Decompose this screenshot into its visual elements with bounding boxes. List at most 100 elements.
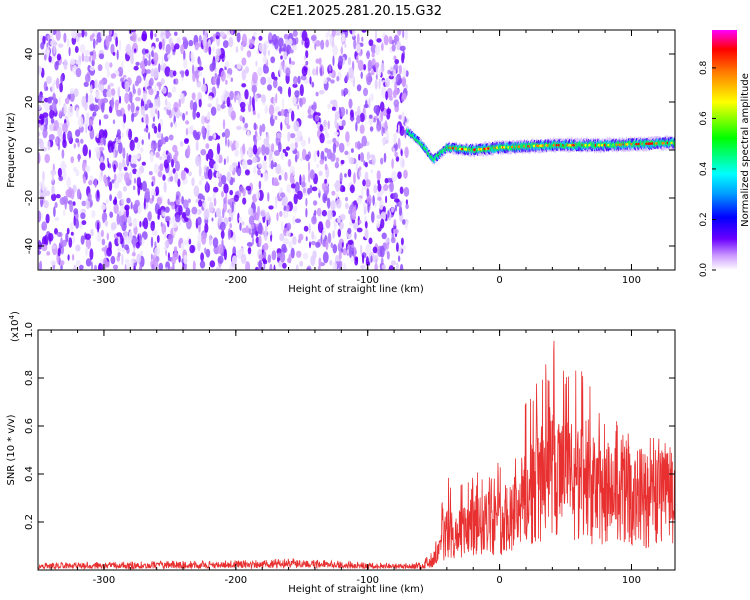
spectrogram-noise-cell xyxy=(92,111,97,117)
spectrogram-noise-cell xyxy=(99,80,104,85)
snr-ylabel: SNR (10 * v/v) xyxy=(6,414,17,485)
spectrogram-noise-cell xyxy=(153,163,159,174)
spectrogram-noise-cell xyxy=(75,67,82,78)
spectrogram-noise-cell xyxy=(241,57,247,66)
spectrogram-noise-cell xyxy=(113,180,120,189)
spectrogram-noise-cell xyxy=(61,149,65,159)
spectrogram-noise-cell xyxy=(305,197,308,207)
spectrogram-noise-cell xyxy=(264,224,268,234)
spectrogram-noise-cell xyxy=(64,97,70,105)
spectrogram-noise-cell xyxy=(326,148,332,160)
spectrogram-noise-cell xyxy=(341,242,344,248)
spectrogram-noise-cell xyxy=(204,223,209,234)
spectrogram-noise-cell xyxy=(73,215,76,226)
spectrogram-noise-cell xyxy=(247,149,251,157)
spectrogram-noise-cell xyxy=(253,166,257,174)
spectrogram-noise-cell xyxy=(401,92,407,100)
spectrogram-noise-cell xyxy=(154,142,158,149)
spectrogram-noise-cell xyxy=(100,169,103,178)
spectrogram-noise-cell xyxy=(90,105,93,111)
spectrogram-noise-cell xyxy=(271,250,277,261)
spectrogram-noise-cell xyxy=(257,222,263,235)
spectrogram-noise-cell xyxy=(90,228,94,237)
spectrogram-noise-cell xyxy=(227,198,234,203)
spectrogram-noise-cell xyxy=(185,168,189,174)
spectrogram-noise-cell xyxy=(283,43,287,52)
spectrogram-noise-cell xyxy=(159,163,164,172)
spectrogram-noise-cell xyxy=(178,205,183,216)
spectrogram-noise-cell xyxy=(301,30,308,42)
spectrogram-noise-cell xyxy=(123,113,127,124)
spectrogram-noise-cell xyxy=(94,178,98,188)
spectrogram-noise-cell xyxy=(50,169,57,176)
spectrogram-noise-cell xyxy=(355,43,361,54)
spectrogram-noise-cell xyxy=(320,39,325,50)
spectrogram-noise-cell xyxy=(223,183,229,194)
spectrogram-noise-cell xyxy=(372,195,375,206)
spectrogram-noise-cell xyxy=(75,59,79,65)
spectrogram-noise-cell xyxy=(255,94,258,103)
spectrogram-noise-cell xyxy=(89,66,95,72)
spectrogram-noise-cell xyxy=(212,46,215,52)
spectrogram-noise-cell xyxy=(56,53,62,61)
spectrogram-noise-cell xyxy=(190,51,195,60)
spectrogram-noise-cell xyxy=(397,124,400,135)
spectrogram-noise-cell xyxy=(222,208,225,219)
spectrogram-noise-cell xyxy=(329,259,333,266)
snr-series-line xyxy=(38,340,675,570)
spectrogram-noise-cell xyxy=(168,134,174,141)
spectrogram-noise-cell xyxy=(289,133,296,139)
snr-xlabel: Height of straight line (km) xyxy=(288,584,424,595)
spectrogram-noise-cell xyxy=(110,255,116,265)
spectrogram-noise-cell xyxy=(380,257,384,265)
spectrogram-noise-cell xyxy=(245,185,252,191)
spectrogram-noise-cell xyxy=(77,61,81,69)
spectrogram-noise-cell xyxy=(122,147,126,160)
spectrogram-noise-cell xyxy=(383,152,387,163)
spectrogram-noise-cell xyxy=(141,237,145,245)
spectrogram-noise-cell xyxy=(42,170,45,182)
spectrogram-noise-cell xyxy=(258,235,262,247)
snr-panel: -300 -200 -100 0 100 0.2 0.4 0.6 0.8 1.0 Height o… xyxy=(6,311,676,595)
spectrogram-noise-cell xyxy=(293,193,298,205)
spectrogram-noise-cell xyxy=(207,168,213,180)
spectrogram-noise-cell xyxy=(99,162,106,171)
spectrogram-noise-cell xyxy=(77,153,80,163)
spectrogram-noise-cell xyxy=(65,232,69,243)
spectrogram-noise-cell xyxy=(217,244,224,255)
spectrogram-noise-cell xyxy=(80,235,85,245)
spectrogram-noise-cell xyxy=(244,122,249,129)
spectrogram-noise-cell xyxy=(356,114,361,124)
spectrogram-noise-cell xyxy=(41,51,46,56)
spectrogram-noise-cell xyxy=(299,260,304,267)
spectrogram-noise-cell xyxy=(282,98,285,110)
spectrogram-noise-cell xyxy=(201,205,204,210)
spectrogram-noise-cell xyxy=(49,109,55,120)
spectrogram-noise-cell xyxy=(80,138,84,144)
spectrogram-noise-cell xyxy=(187,126,193,135)
spectrogram-noise-cell xyxy=(395,156,400,162)
spectrogram-noise-cell xyxy=(162,86,167,94)
spectrogram-noise-cell xyxy=(338,142,345,153)
x-tick-label: 0 xyxy=(496,575,502,586)
spectrogram-noise-cell xyxy=(312,68,317,76)
spectrogram-noise-cell xyxy=(140,105,145,116)
spectrogram-noise-cell xyxy=(399,156,405,169)
spectrogram-noise-cell xyxy=(296,250,302,258)
spectrogram-noise-cell xyxy=(85,123,88,134)
spectrogram-noise-cell xyxy=(273,181,280,186)
spectrogram-noise-cell xyxy=(118,95,122,104)
spectrogram-noise-cell xyxy=(236,32,241,43)
spectrogram-noise-cell xyxy=(400,237,404,246)
spectrogram-noise-cell xyxy=(73,264,77,270)
x-tick-label: 100 xyxy=(622,275,641,286)
spectrogram-noise-cell xyxy=(97,189,99,199)
spectrogram-noise-cell xyxy=(178,237,184,244)
spectrogram-noise-cell xyxy=(124,204,130,211)
spectrogram-noise-cell xyxy=(267,254,272,263)
spectrogram-noise-cell xyxy=(325,219,331,229)
spectrogram-noise-cell xyxy=(39,139,44,150)
spectrogram-noise-cell xyxy=(84,73,91,83)
y-tick-label: 20 xyxy=(24,96,35,109)
spectrogram-noise-cell xyxy=(121,198,125,205)
